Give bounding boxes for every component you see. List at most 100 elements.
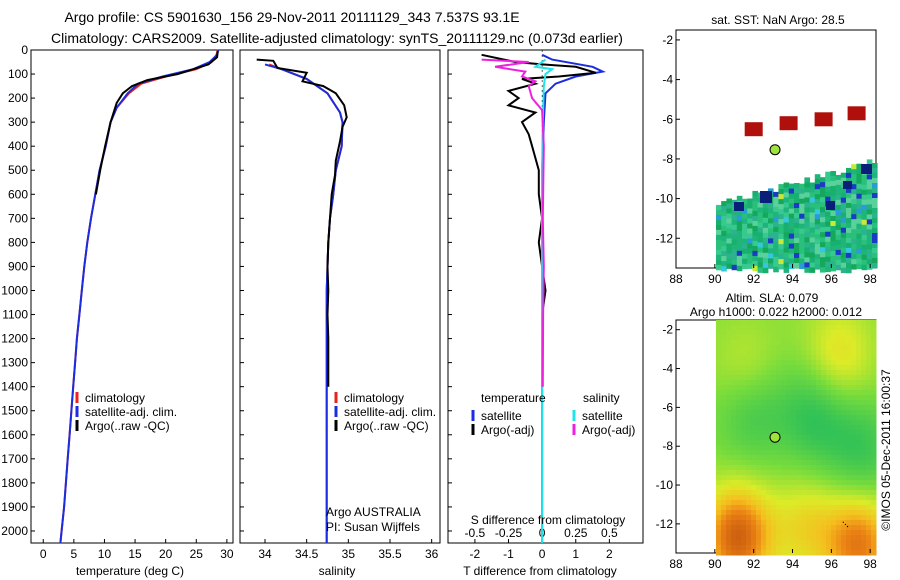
sst-grid-cell [840, 222, 847, 229]
sla-grid-cell [716, 320, 722, 326]
sst-grid-cell [825, 191, 831, 198]
sla-grid-cell [821, 390, 827, 396]
sla-grid-cell [811, 465, 817, 471]
sst-grid-cell [851, 239, 857, 245]
sla-grid-cell [841, 370, 847, 376]
sla-grid-cell [786, 430, 792, 436]
sla-grid-cell [761, 435, 767, 441]
sla-grid-cell [811, 340, 817, 346]
sla-grid-cell [731, 450, 737, 456]
sla-grid-cell [831, 550, 837, 556]
sst-grid-cell [825, 231, 831, 238]
sla-grid-cell [716, 505, 722, 511]
sla-grid-cell [871, 440, 877, 446]
sla-grid-cell [781, 470, 787, 476]
sla-grid-cell [786, 485, 792, 491]
sst-grid-cell [804, 187, 810, 193]
sla-grid-cell [776, 510, 782, 516]
sst-grid-cell [809, 257, 816, 263]
sst-grid-cell [721, 211, 727, 217]
sla-grid-cell [866, 490, 872, 496]
sla-grid-cell [751, 450, 757, 456]
temperature-xtick-label: 25 [190, 547, 204, 561]
sla-grid-cell [796, 365, 802, 371]
sla-grid-cell [806, 480, 812, 486]
sla-grid-cell [786, 410, 792, 416]
sla-grid-cell [756, 375, 762, 381]
sla-grid-cell [851, 460, 857, 466]
sst-grid-cell [726, 223, 732, 229]
sst-map-ytick-label: -6 [662, 112, 673, 126]
sla-map-xtick-label: 96 [825, 557, 839, 571]
sla-grid-cell [836, 335, 842, 341]
sla-grid-cell [741, 365, 747, 371]
sst-grid-cell [794, 213, 800, 219]
sla-grid-cell [806, 485, 812, 491]
sla-grid-cell [841, 525, 847, 531]
sla-grid-cell [761, 425, 767, 431]
sla-grid-cell [851, 390, 857, 396]
sla-grid-cell [846, 405, 852, 411]
sst-grid-cell [752, 250, 758, 257]
sla-grid-cell [806, 410, 812, 416]
sla-grid-cell [736, 380, 742, 386]
sla-grid-cell [826, 350, 832, 356]
sla-grid-cell [761, 430, 767, 436]
sla-grid-cell [871, 410, 877, 416]
sst-grid-cell [799, 188, 805, 195]
sla-grid-cell [721, 355, 727, 361]
sla-grid-cell [741, 390, 747, 396]
sla-grid-cell [836, 425, 842, 431]
sla-grid-cell [846, 380, 852, 386]
sst-grid-cell [804, 252, 810, 258]
sla-grid-cell [751, 470, 757, 476]
sla-grid-cell [791, 545, 797, 551]
sla-grid-cell [826, 490, 832, 496]
sst-grid-cell [726, 253, 732, 259]
sst-grid-cell [768, 238, 774, 244]
sla-grid-cell [756, 430, 762, 436]
sst-map-title: sat. SST: NaN Argo: 28.5 [711, 13, 845, 27]
sst-map-ytick-label: -10 [656, 192, 674, 206]
argo-float-marker [769, 144, 781, 156]
sla-grid-cell [821, 535, 827, 541]
sla-grid-cell [871, 520, 877, 526]
sla-grid-cell [721, 485, 727, 491]
sst-grid-cell [835, 219, 842, 226]
sst-grid-cell [872, 168, 878, 174]
sla-grid-cell [766, 460, 772, 466]
sla-grid-cell [846, 445, 852, 451]
sla-grid-cell [726, 370, 732, 376]
sst-grid-cell [788, 213, 795, 219]
sla-grid-cell [821, 475, 827, 481]
sla-grid-cell [871, 435, 877, 441]
sla-grid-cell [726, 500, 732, 506]
sla-grid-cell [791, 370, 797, 376]
sla-grid-cell [731, 550, 737, 556]
sla-grid-cell [716, 420, 722, 426]
sla-grid-cell [836, 395, 842, 401]
sst-grid-cell [716, 219, 722, 226]
depth-tick-label: 200 [8, 91, 28, 105]
sla-grid-cell [776, 400, 782, 406]
sla-grid-cell [746, 445, 752, 451]
sla-grid-cell [866, 495, 872, 501]
sst-grid-cell [872, 223, 878, 229]
sla-grid-cell [871, 475, 877, 481]
sla-grid-cell [781, 475, 787, 481]
sla-grid-cell [836, 490, 842, 496]
sla-grid-cell [806, 525, 812, 531]
sla-grid-cell [716, 355, 722, 361]
sla-grid-cell [771, 320, 777, 326]
sst-grid-cell [721, 236, 727, 242]
sla-grid-cell [836, 525, 842, 531]
sla-grid-cell [751, 490, 757, 496]
sst-grid-cell [820, 207, 826, 213]
sla-grid-cell [726, 530, 732, 536]
difference-xtick-label: 1 [572, 547, 579, 561]
sst-grid-cell [747, 233, 753, 239]
sla-grid-cell [781, 445, 787, 451]
sla-grid-cell [856, 420, 862, 426]
sla-grid-cell [801, 335, 807, 341]
sla-grid-cell [756, 540, 762, 546]
